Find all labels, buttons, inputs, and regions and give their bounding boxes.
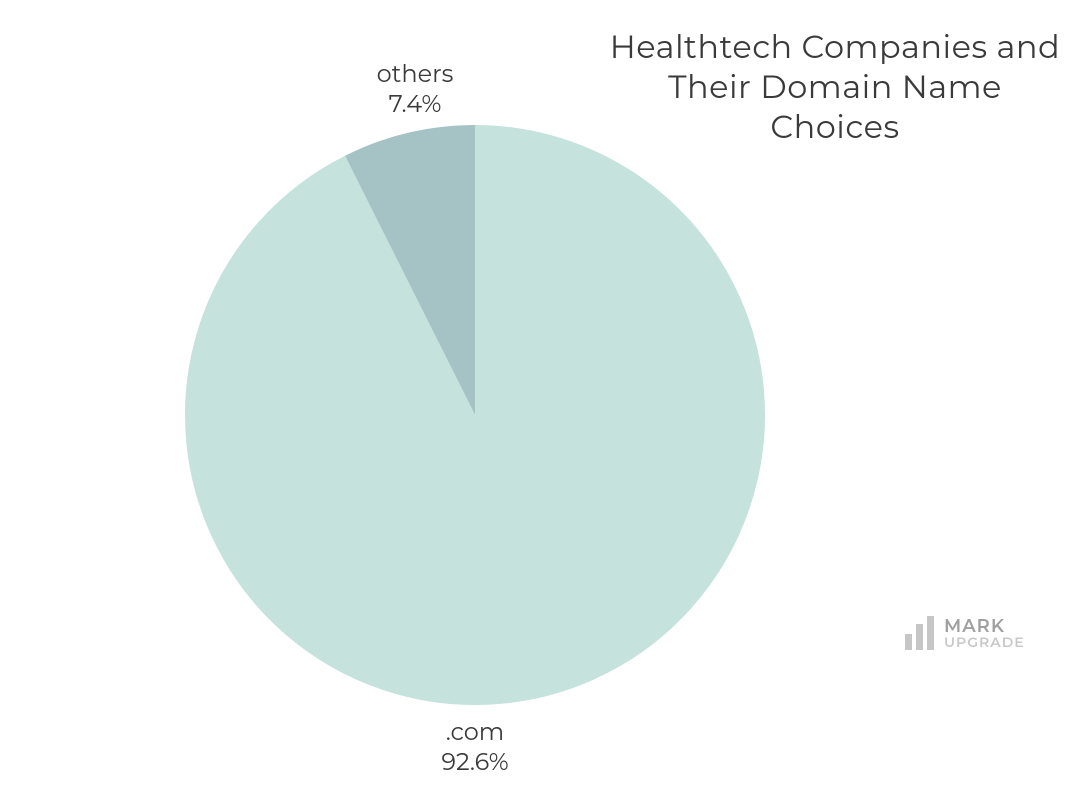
slice-label-com: .com92.6% — [395, 718, 555, 778]
logo-text-bottom: UPGRADE — [944, 635, 1025, 649]
bar-chart-icon — [905, 616, 938, 650]
brand-logo: MARK UPGRADE — [905, 616, 1025, 650]
slice-label-others: others7.4% — [335, 60, 495, 120]
chart-title: Healthtech Companies andTheir Domain Nam… — [590, 28, 1080, 148]
